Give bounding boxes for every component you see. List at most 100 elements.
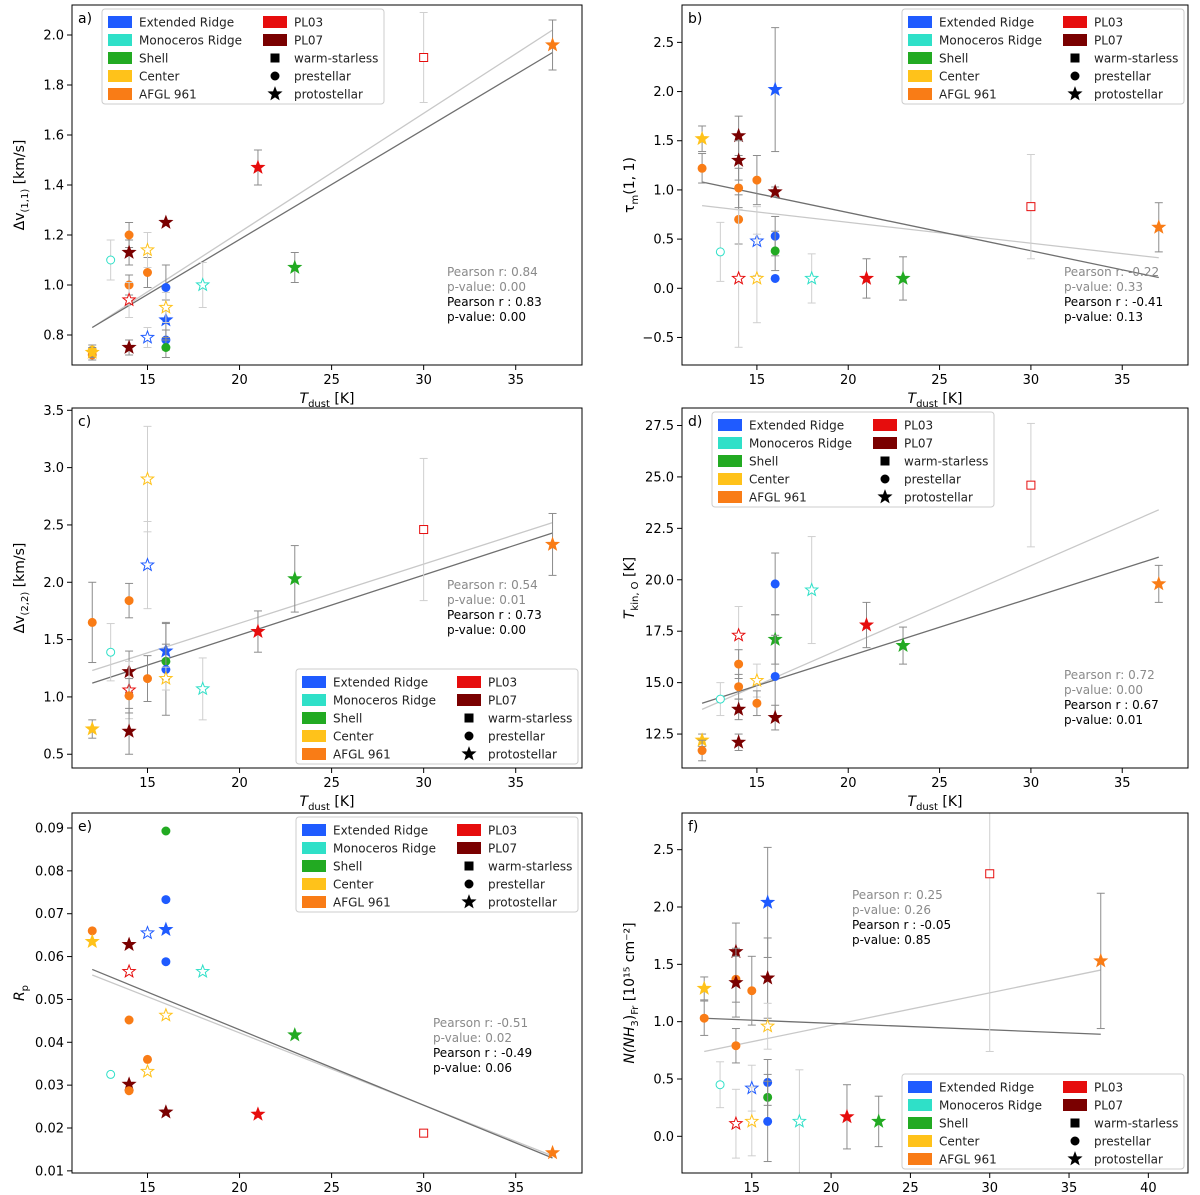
- legend-label: prestellar: [904, 473, 961, 487]
- y-tick-label: −0.5: [642, 331, 674, 346]
- legend-marker-star: [1067, 1151, 1083, 1166]
- legend-label: AFGL 961: [749, 491, 807, 505]
- legend-label: warm-starless: [294, 52, 378, 66]
- data-point: [419, 53, 429, 62]
- legend-marker-square: [880, 456, 890, 466]
- legend-label: protostellar: [1094, 1153, 1163, 1167]
- data-point: [767, 709, 783, 725]
- y-tick-label: 3.0: [43, 461, 64, 476]
- legend-swatch: [718, 491, 742, 503]
- data-point: [747, 986, 757, 996]
- legend-label: AFGL 961: [333, 896, 391, 910]
- data-point: [804, 582, 820, 597]
- legend-swatch: [908, 70, 932, 82]
- legend-label: Shell: [333, 860, 362, 874]
- stat-pvalue-subset: p-value: 0.06: [433, 1061, 512, 1075]
- x-tick-label: 20: [231, 373, 248, 388]
- data-point: [760, 894, 776, 909]
- data-point: [142, 674, 152, 684]
- legend-marker-circle: [464, 731, 474, 741]
- data-point: [770, 246, 780, 256]
- x-tick-label: 20: [231, 1181, 248, 1195]
- x-tick-label: 35: [1114, 776, 1131, 791]
- data-point: [734, 183, 744, 193]
- y-tick-label: 25.0: [645, 470, 674, 485]
- fit-line-all: [92, 522, 553, 672]
- data-point: [1026, 202, 1036, 212]
- legend-label: protostellar: [294, 88, 363, 102]
- y-tick-label: 0.05: [35, 993, 64, 1008]
- stat-pearson-subset: Pearson r : 0.67: [1064, 698, 1159, 712]
- legend-swatch: [302, 694, 326, 706]
- legend-swatch: [873, 419, 897, 431]
- y-tick-label: 2.0: [43, 576, 64, 591]
- legend-label: Center: [939, 70, 979, 84]
- data-point: [121, 292, 137, 307]
- data-point: [106, 255, 116, 265]
- stat-pearson-subset: Pearson r : -0.05: [852, 918, 951, 932]
- legend-swatch: [263, 34, 287, 46]
- legend-swatch: [302, 896, 326, 908]
- legend-marker-star: [461, 894, 477, 909]
- y-tick-label: 0.07: [35, 907, 64, 922]
- stat-pearson-subset: Pearson r : -0.49: [433, 1046, 532, 1060]
- data-point: [699, 1013, 709, 1023]
- legend-swatch: [908, 16, 932, 28]
- data-point: [749, 672, 765, 687]
- legend-frame: [711, 411, 995, 508]
- legend-swatch: [718, 437, 742, 449]
- x-tick-label: 20: [840, 776, 857, 791]
- stat-pvalue-all: p-value: 0.00: [447, 280, 526, 294]
- data-point: [158, 921, 174, 936]
- legend-label: Shell: [939, 52, 968, 66]
- legend-marker-square: [464, 713, 474, 723]
- x-tick-label: 25: [323, 373, 340, 388]
- x-tick-label: 35: [1061, 1181, 1078, 1195]
- legend-label: PL03: [294, 16, 323, 30]
- x-tick-label: 20: [840, 373, 857, 388]
- y-tick-label: 22.5: [645, 522, 674, 537]
- legend-marker-star: [461, 746, 477, 761]
- x-tick-label: 25: [931, 373, 948, 388]
- data-point: [139, 329, 156, 344]
- y-tick-label: 0.06: [35, 950, 64, 965]
- legend-marker-star: [1067, 86, 1083, 101]
- data-point: [287, 259, 303, 274]
- data-point: [767, 183, 783, 199]
- data-point: [731, 270, 747, 285]
- legend-marker-star: [877, 489, 893, 504]
- x-tick-label: 25: [931, 776, 948, 791]
- y-tick-label: 0.09: [35, 822, 64, 837]
- panel-3: 15 20 25 30 35 0.5 1.0 1.5 2.0 2.5 3.0 3.5 c) Extende…: [12, 404, 583, 813]
- legend-label: Extended Ridge: [139, 16, 234, 30]
- legend-frame: [901, 1073, 1185, 1170]
- legend-label: Shell: [333, 712, 362, 726]
- legend-swatch: [302, 824, 326, 836]
- fit-line-all: [702, 205, 1159, 259]
- legend-label: Monoceros Ridge: [333, 842, 436, 856]
- legend-label: PL03: [1094, 1081, 1123, 1095]
- data-point: [287, 570, 303, 586]
- data-point: [767, 81, 783, 97]
- data-point: [545, 1144, 561, 1160]
- legend-swatch: [302, 878, 326, 890]
- data-point: [161, 826, 171, 836]
- y-tick-label: 0.02: [35, 1122, 64, 1137]
- data-point: [694, 130, 710, 146]
- y-axis-label: Δv(2,2) [km/s]: [12, 543, 31, 634]
- legend-swatch: [108, 52, 132, 64]
- y-tick-label: 1.0: [43, 690, 64, 705]
- y-tick-label: 1.2: [43, 229, 64, 244]
- panel-2: 15 20 25 30 35 −0.5 0.0 0.5 1.0 1.5 2.0 2.5 b) Extend…: [622, 4, 1189, 410]
- legend-swatch: [1063, 34, 1087, 46]
- plot-area: [694, 422, 1167, 762]
- data-point: [161, 343, 171, 352]
- y-tick-label: 17.5: [645, 625, 674, 640]
- data-point: [139, 925, 156, 940]
- data-point: [124, 691, 134, 701]
- legend-frame: [295, 668, 579, 765]
- stat-pvalue-subset: p-value: 0.85: [852, 933, 931, 947]
- plot-area: [84, 12, 561, 361]
- legend-label: prestellar: [488, 878, 545, 892]
- data-point: [728, 1115, 744, 1131]
